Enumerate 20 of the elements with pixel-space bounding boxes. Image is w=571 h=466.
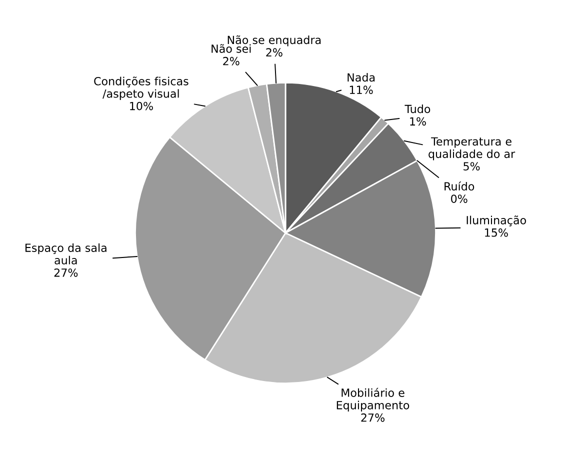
slice-label: Temperatura e qualidade do ar <box>428 137 516 160</box>
slice-label: Não se enquadra <box>228 35 321 46</box>
data-label: 10% <box>130 102 153 110</box>
data-label: 27% <box>54 268 78 277</box>
slice-label: Não sei <box>212 44 251 53</box>
slice-label: Iluminação <box>466 216 526 226</box>
data-label: 11% <box>350 86 373 94</box>
data-label: 1% <box>410 117 426 126</box>
slice-label: Espaço da sala aula <box>25 243 106 264</box>
text: 0% <box>451 194 468 203</box>
data-label: 15% <box>485 228 508 237</box>
data-label: 5% <box>464 162 480 171</box>
slice-label: Condições fisicas /aspeto visual <box>94 76 188 100</box>
data-label: 2% <box>223 56 240 66</box>
data-label: 27% <box>361 413 384 422</box>
category-label: Ruído <box>444 181 474 191</box>
slice-label: Tudo <box>404 104 430 114</box>
slice-label: Nada <box>348 73 375 82</box>
slice-label: Mobiliário e Equipamento <box>336 388 410 412</box>
data-label: 2% <box>266 48 282 57</box>
